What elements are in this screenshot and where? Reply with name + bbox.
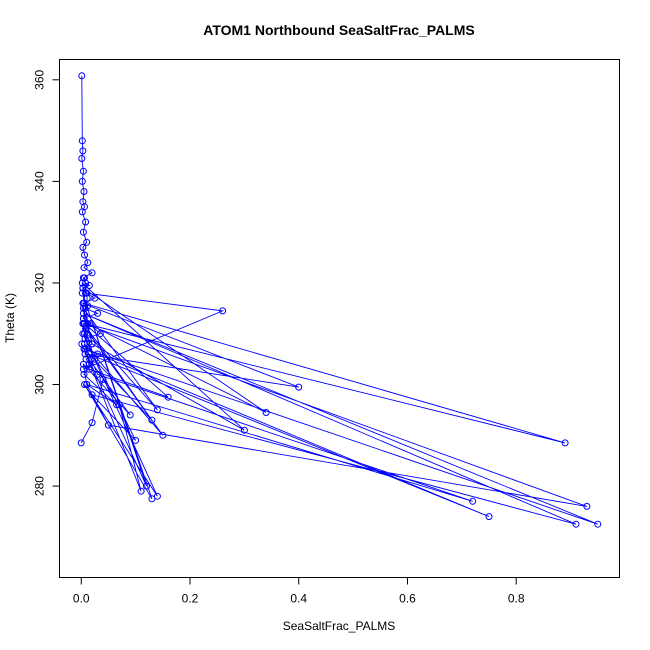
data-point [81,340,88,348]
series-lines [80,75,598,525]
y-axis: 280 300 320 340 360 [33,69,60,496]
data-point [148,416,156,424]
data-point [78,279,86,287]
data-point [91,355,99,363]
data-point [94,309,102,317]
data-point [79,304,87,312]
y-tick-label: 300 [33,374,47,394]
data-point [572,520,580,528]
data-point [153,406,161,414]
data-point [80,320,88,328]
data-point [78,177,86,185]
data-point [148,495,156,503]
data-point [84,335,92,343]
data-point [99,375,107,383]
data-point [94,370,102,378]
data-point [78,289,86,297]
data-point [164,393,172,401]
data-point [81,345,89,353]
data-point [115,401,123,409]
data-point [84,259,92,267]
data-point [583,502,591,510]
data-point [153,492,161,500]
data-point [82,218,90,226]
data-point [113,401,121,409]
y-tick-label: 320 [33,273,47,293]
data-point [80,299,88,307]
data-point [137,487,145,495]
series-points [77,72,602,528]
x-axis-label: SeaSaltFrac_PALMS [283,619,396,633]
chart-title: ATOM1 Northbound SeaSaltFrac_PALMS [203,22,474,38]
data-point [81,350,89,358]
data-point [78,155,86,162]
data-point [78,72,86,80]
data-point [79,315,87,322]
data-point [81,251,88,259]
data-point [485,513,493,521]
data-point [104,421,112,429]
x-tick-label: 0.8 [508,592,525,606]
data-point [561,439,569,447]
data-point [91,294,99,302]
data-point [80,370,88,378]
data-point [81,381,88,388]
data-point [85,365,93,373]
data-point [85,350,93,358]
data-point [79,147,87,155]
x-axis: 0.0 0.2 0.4 0.6 0.8 [73,577,525,606]
data-point [83,294,91,302]
data-point [219,307,227,315]
data-point [83,381,91,388]
data-point [88,391,96,399]
data-point [79,360,87,368]
data-point [132,436,140,444]
series-line [80,75,598,525]
plot-frame [59,59,620,578]
x-tick-label: 0.4 [290,592,307,606]
data-point [77,439,85,447]
data-point [88,340,96,348]
x-tick-label: 0.6 [399,592,416,606]
data-point [469,497,477,505]
data-point [80,264,88,272]
data-point [80,188,88,195]
data-point [83,238,91,246]
data-point [126,411,134,419]
data-point [143,482,150,490]
data-point [78,340,86,348]
data-point [79,228,87,236]
data-point [88,419,96,427]
data-point [88,269,96,277]
data-point [262,409,270,416]
data-point [79,167,87,175]
data-point [594,520,602,528]
data-point [159,431,167,439]
y-axis-label: Theta (K) [3,293,17,343]
data-point [85,282,93,289]
y-tick-label: 360 [33,69,47,89]
data-point [78,208,86,216]
data-point [79,309,87,317]
y-tick-label: 280 [33,476,47,496]
data-point [96,330,104,338]
data-point [78,137,86,145]
data-point [79,284,87,292]
data-point [79,243,87,251]
x-tick-label: 0.0 [73,592,90,606]
y-tick-label: 340 [33,171,47,191]
data-point [295,383,303,391]
x-tick-label: 0.2 [182,592,199,606]
data-point [240,426,248,434]
data-point [79,330,87,338]
